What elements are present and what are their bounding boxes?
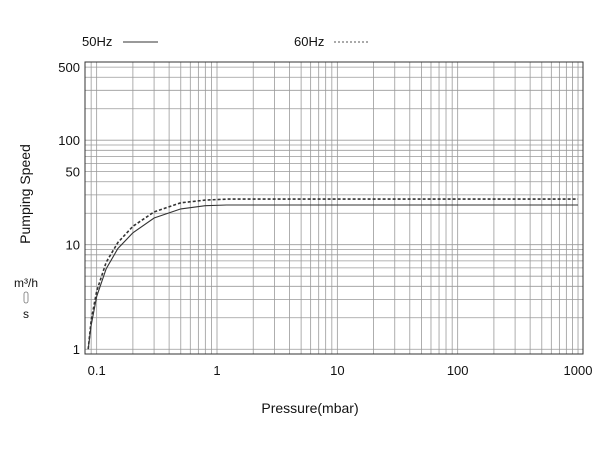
x-tick-label: 10 [330, 363, 344, 378]
plot-frame [84, 61, 584, 355]
y-tick-label: 500 [58, 60, 80, 75]
legend-label-60hz: 60Hz [294, 34, 324, 49]
grid [84, 62, 583, 355]
y-axis-unit: m³/h s [14, 276, 38, 321]
series-line-50hz [87, 204, 578, 350]
x-axis-title: Pressure(mbar) [261, 400, 358, 416]
x-tick-label: 1 [213, 363, 220, 378]
x-tick-label: 100 [447, 363, 469, 378]
y-unit-bottom: s [23, 307, 29, 321]
legend: 50Hz 60Hz [82, 34, 370, 49]
y-unit-top: m³/h [14, 276, 38, 290]
y-tick-labels: 1 10 50 100 500 [58, 60, 80, 357]
x-tick-labels: 0.1 1 10 100 1000 [88, 363, 593, 378]
x-tick-label: 1000 [564, 363, 593, 378]
y-tick-label: 100 [58, 133, 80, 148]
legend-label-50hz: 50Hz [82, 34, 112, 49]
series-line-60hz [87, 198, 578, 350]
series-lines [87, 198, 578, 350]
y-tick-label: 50 [66, 165, 80, 180]
x-tick-label: 0.1 [88, 363, 106, 378]
y-tick-label: 10 [66, 238, 80, 253]
y-tick-label: 1 [73, 342, 80, 357]
unit-separator-icon [23, 291, 29, 304]
y-axis-title: Pumping Speed [17, 144, 33, 244]
